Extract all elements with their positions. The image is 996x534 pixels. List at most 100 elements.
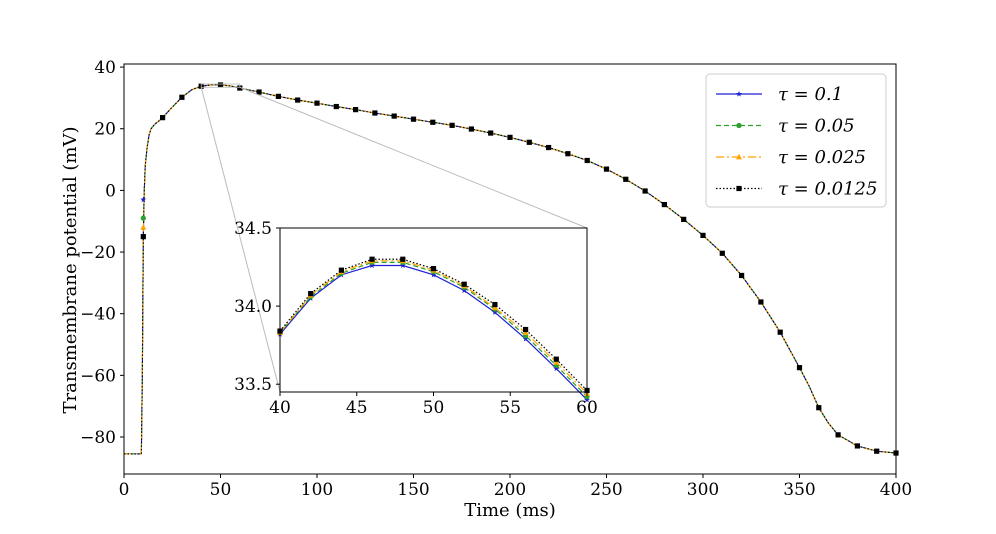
data-point — [642, 188, 648, 194]
y-tick-label: −20 — [80, 243, 116, 263]
data-point — [893, 450, 899, 456]
data-point — [488, 130, 494, 136]
data-point — [237, 85, 243, 91]
data-point — [507, 134, 513, 140]
inset-x-tick-label: 45 — [346, 398, 368, 418]
data-point — [623, 176, 629, 182]
inset-data-point — [491, 309, 498, 315]
inset-data-point — [461, 287, 468, 294]
x-tick-label: 300 — [687, 480, 719, 500]
inset-data-point — [522, 335, 529, 342]
zoom-connector-lines — [200, 83, 588, 393]
data-point — [584, 157, 590, 164]
data-point — [295, 97, 301, 103]
x-tick-label: 350 — [783, 480, 815, 500]
data-point — [758, 299, 764, 305]
data-point — [353, 107, 359, 113]
inset-data-point — [430, 271, 437, 278]
y-tick-label: −40 — [80, 305, 116, 325]
legend-entry-1: τ = 0.05 — [716, 116, 855, 137]
zoom-region — [200, 83, 241, 88]
legend-label: τ = 0.0125 — [778, 179, 877, 200]
x-tick-label: 200 — [494, 480, 526, 500]
inset-data-point — [553, 356, 559, 362]
data-point — [874, 448, 880, 454]
y-tick-label: −60 — [80, 366, 116, 386]
inset-data-point — [553, 359, 560, 365]
data-point — [256, 89, 262, 95]
x-tick-label: 150 — [397, 480, 429, 500]
inset-data-point — [308, 291, 314, 297]
data-point — [546, 144, 552, 151]
legend-entry-3: τ = 0.0125 — [716, 179, 877, 200]
inset-data-point — [369, 262, 376, 269]
inset-data-point — [400, 256, 406, 262]
inset-background — [280, 228, 587, 392]
data-point — [468, 126, 474, 132]
data-point — [160, 115, 166, 121]
x-tick-label: 100 — [301, 480, 333, 500]
upstroke-point — [140, 234, 146, 240]
inset-x-tick-label: 50 — [423, 398, 445, 418]
data-point — [333, 103, 339, 110]
data-point — [430, 119, 436, 125]
x-tick-label: 0 — [119, 480, 130, 500]
inset-y-tick-label: 34.0 — [234, 297, 272, 317]
inset-y-tick-label: 34.5 — [234, 219, 272, 239]
legend-box — [705, 73, 887, 208]
data-point — [700, 232, 706, 238]
data-point — [449, 122, 455, 128]
inset-x-tick-label: 40 — [269, 398, 291, 418]
y-axis-label: Transmembrane potential (mV) — [60, 127, 81, 414]
inset-series-line-1 — [279, 261, 588, 398]
data-point — [777, 329, 783, 335]
legend-marker — [736, 185, 742, 192]
y-tick-label: −80 — [80, 428, 116, 448]
inset-data-point — [523, 326, 529, 333]
data-point — [816, 405, 822, 411]
legend-label: τ = 0.1 — [778, 84, 843, 105]
data-point — [603, 166, 610, 172]
zoom-line-right — [239, 86, 588, 229]
main-plot: 0 50 100 150 200 250 300 350 400 −80 −60 −40 −20 0 20 4… — [80, 58, 912, 500]
inset-data-point — [522, 329, 529, 336]
upstroke-point — [140, 224, 147, 230]
data-point — [410, 116, 417, 122]
legend-entry-2: τ = 0.025 — [716, 147, 866, 168]
series-line-2 — [124, 84, 897, 455]
main-markers — [140, 82, 899, 456]
inset-data-point — [399, 262, 406, 269]
data-point — [275, 93, 281, 99]
y-tick-label: 40 — [94, 58, 116, 78]
data-point — [179, 94, 185, 100]
legend-marker — [736, 122, 742, 129]
x-axis-label: Time (ms) — [464, 500, 556, 521]
data-point — [372, 110, 378, 116]
inset-data-point — [492, 301, 498, 308]
legend-entry-0: τ = 0.1 — [716, 84, 843, 105]
legend: τ = 0.1 τ = 0.05 τ = 0.025 τ = 0.0125 — [705, 73, 887, 208]
data-point — [217, 82, 224, 88]
data-point — [719, 250, 725, 256]
upstroke-point — [140, 215, 146, 221]
inset-data-point — [338, 267, 344, 273]
data-point — [739, 272, 745, 279]
upstroke-point — [140, 196, 147, 203]
inset-data-point — [583, 396, 591, 403]
inset-data-point — [553, 365, 560, 372]
x-tick-label: 250 — [590, 480, 622, 500]
data-point — [661, 201, 667, 208]
inset-y-tick-label: 33.5 — [234, 375, 272, 395]
y-tick-label: 0 — [105, 181, 116, 201]
inset-data-point — [369, 256, 375, 262]
data-point — [796, 365, 803, 371]
data-point — [681, 216, 687, 222]
zoom-line-left — [200, 87, 281, 393]
data-point — [565, 151, 571, 157]
inset-data-point — [491, 304, 498, 311]
legend-marker — [735, 90, 743, 97]
inset-x-tick-label: 60 — [576, 398, 598, 418]
data-point — [835, 432, 841, 438]
inset-x-tick-label: 55 — [499, 398, 521, 418]
